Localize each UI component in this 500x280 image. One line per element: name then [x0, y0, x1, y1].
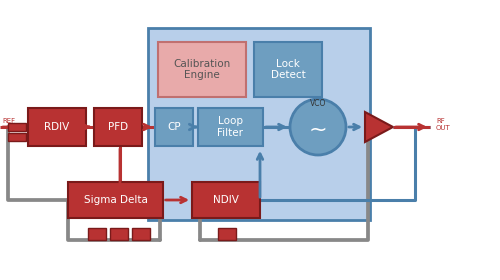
Polygon shape [365, 112, 393, 142]
FancyBboxPatch shape [8, 123, 26, 131]
FancyBboxPatch shape [110, 228, 128, 240]
FancyBboxPatch shape [158, 42, 246, 97]
Text: RDIV: RDIV [44, 122, 70, 132]
Text: RF
OUT: RF OUT [436, 118, 451, 131]
Text: ~: ~ [308, 120, 328, 140]
Text: CP: CP [167, 122, 181, 132]
FancyBboxPatch shape [192, 182, 260, 218]
FancyBboxPatch shape [8, 133, 26, 141]
FancyBboxPatch shape [218, 228, 236, 240]
Text: PFD: PFD [108, 122, 128, 132]
FancyBboxPatch shape [155, 108, 193, 146]
FancyBboxPatch shape [88, 228, 106, 240]
FancyBboxPatch shape [68, 182, 163, 218]
FancyBboxPatch shape [198, 108, 263, 146]
FancyBboxPatch shape [94, 108, 142, 146]
FancyBboxPatch shape [148, 28, 370, 220]
Circle shape [290, 99, 346, 155]
Text: Lock
Detect: Lock Detect [270, 59, 306, 80]
FancyBboxPatch shape [254, 42, 322, 97]
FancyBboxPatch shape [28, 108, 86, 146]
Text: Loop
Filter: Loop Filter [218, 116, 244, 138]
Text: Sigma Delta: Sigma Delta [84, 195, 148, 205]
Text: NDIV: NDIV [213, 195, 239, 205]
Text: VCO: VCO [310, 99, 326, 108]
FancyBboxPatch shape [132, 228, 150, 240]
Text: REF: REF [2, 118, 15, 124]
Text: Calibration
Engine: Calibration Engine [174, 59, 231, 80]
